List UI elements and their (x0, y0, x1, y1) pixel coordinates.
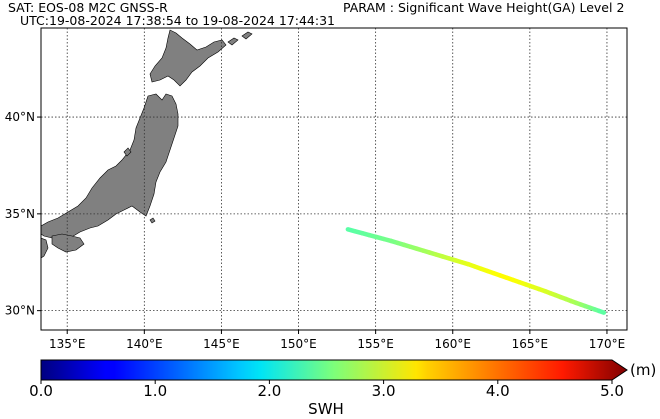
colorbar-tick-label: 5.0 (600, 382, 624, 400)
kyushu-land (41, 237, 49, 259)
lon-tick-label: 165°E (512, 337, 549, 351)
colorbar-tick-label: 4.0 (486, 382, 510, 400)
kuril-island-2 (241, 31, 253, 40)
colorbar-gradient (40, 359, 628, 381)
gridlines (41, 28, 627, 330)
lon-tick-label: 145°E (203, 337, 240, 351)
colorbar-tick-label: 2.0 (257, 382, 281, 400)
lat-tick-label: 30°N (5, 304, 35, 318)
lon-tick-label: 170°E (589, 337, 626, 351)
hokkaido-land (149, 29, 227, 87)
latitude-ticks: 30°N 35°N 40°N (5, 110, 41, 318)
colorbar-tick-label: 1.0 (143, 382, 167, 400)
lon-tick-label: 160°E (434, 337, 471, 351)
lat-tick-label: 40°N (5, 110, 35, 124)
colorbar-ticks: 0.0 1.0 2.0 3.0 4.0 5.0 (29, 380, 624, 400)
parameter-label: PARAM : Significant Wave Height(GA) Leve… (343, 0, 624, 15)
lon-tick-label: 140°E (126, 337, 163, 351)
colorbar-tick-label: 3.0 (372, 382, 396, 400)
swh-track (345, 227, 607, 315)
kuril-island-1 (227, 37, 239, 46)
map-panel: 135°E 140°E 145°E 150°E 155°E 160°E 165°E 170°E… (5, 27, 628, 351)
sado-island (123, 147, 132, 157)
satellite-label: SAT: EOS-08 M2C GNSS-R (8, 0, 168, 15)
map-frame (40, 27, 628, 331)
lon-tick-label: 135°E (49, 337, 86, 351)
lat-tick-label: 35°N (5, 207, 35, 221)
lon-tick-label: 150°E (280, 337, 317, 351)
japan-land (41, 29, 253, 259)
izu-island (149, 217, 156, 224)
track-segment (596, 308, 607, 315)
longitude-ticks: 135°E 140°E 145°E 150°E 155°E 160°E 165°E 170°E (49, 330, 625, 351)
colorbar-unit: (m) (630, 361, 656, 379)
lon-tick-label: 155°E (357, 337, 394, 351)
utc-range-label: UTC:19-08-2024 17:38:54 to 19-08-2024 17… (20, 13, 335, 28)
colorbar: 0.0 1.0 2.0 3.0 4.0 5.0 (m) SWH (29, 359, 656, 418)
colorbar-tick-label: 0.0 (29, 382, 53, 400)
colorbar-label: SWH (308, 400, 344, 418)
honshu-land (41, 93, 179, 241)
